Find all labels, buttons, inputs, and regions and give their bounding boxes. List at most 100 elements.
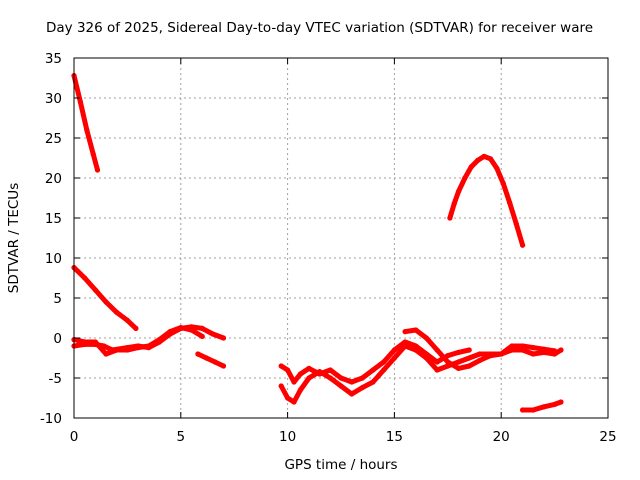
data-point	[413, 327, 419, 333]
data-point	[156, 337, 162, 343]
data-point	[558, 347, 564, 353]
data-point	[317, 369, 323, 375]
data-point	[92, 339, 98, 345]
data-point	[423, 355, 429, 361]
data-point	[507, 200, 513, 206]
data-point	[477, 351, 483, 357]
data-point	[509, 343, 515, 349]
data-point	[434, 347, 440, 353]
x-tick-label: 5	[177, 429, 186, 445]
data-point	[82, 275, 88, 281]
data-point	[220, 335, 227, 341]
data-point	[530, 351, 536, 357]
data-point	[77, 99, 83, 105]
data-point	[92, 287, 98, 293]
data-point	[402, 339, 408, 345]
y-tick-label: 0	[53, 331, 62, 347]
data-point	[423, 335, 429, 341]
data-point	[391, 347, 397, 353]
data-point	[146, 343, 152, 349]
data-point	[447, 215, 453, 221]
series-arc-7	[278, 343, 564, 405]
data-point	[82, 339, 88, 345]
data-point	[530, 407, 536, 413]
data-point	[445, 359, 451, 365]
data-point	[210, 331, 216, 337]
data-point	[103, 299, 109, 305]
data-point	[338, 375, 344, 381]
data-point	[297, 387, 303, 393]
data-point	[133, 325, 139, 331]
data-point	[558, 399, 564, 405]
data-point	[327, 367, 333, 373]
data-point	[114, 309, 120, 315]
data-point	[477, 357, 483, 363]
y-tick-label: -5	[49, 371, 62, 387]
data-point	[188, 327, 195, 333]
data-point	[199, 325, 205, 331]
data-point	[359, 375, 365, 381]
data-point	[552, 348, 558, 354]
data-point	[466, 355, 472, 361]
y-tick-label: 30	[45, 91, 62, 107]
y-tick-label: 5	[53, 291, 62, 307]
data-point	[391, 355, 397, 361]
axis-ticks	[73, 57, 609, 419]
data-point	[285, 395, 291, 401]
data-point	[402, 343, 408, 349]
y-tick-label: 20	[45, 171, 62, 187]
series-arc-9	[447, 153, 526, 248]
x-axis-label: GPS time / hours	[284, 457, 397, 473]
data-point	[203, 355, 209, 361]
data-point	[114, 347, 120, 353]
data-point	[370, 379, 376, 385]
data-point	[402, 329, 408, 335]
data-point	[468, 164, 474, 170]
data-point	[552, 401, 558, 407]
data-point	[291, 379, 297, 385]
data-point	[451, 201, 457, 207]
y-tick-label: -10	[40, 411, 62, 427]
data-point	[413, 347, 419, 353]
data-point	[306, 375, 312, 381]
data-point	[90, 151, 96, 157]
tick-labels: 0 5 10 15 20 25 -10 -5 0 5 10 15 20 25 30 35	[40, 51, 617, 445]
y-tick-label: 15	[45, 211, 62, 227]
data-point	[520, 407, 526, 413]
data-point	[541, 404, 547, 410]
data-point	[84, 127, 90, 133]
data-point	[124, 347, 130, 353]
x-tick-label: 10	[279, 429, 296, 445]
data-point	[481, 153, 487, 159]
data-point	[199, 333, 205, 339]
data-point	[500, 181, 506, 187]
data-point	[381, 367, 387, 373]
data-point	[220, 363, 227, 369]
data-point	[94, 167, 101, 173]
y-axis-label: SDTVAR / TECUs	[6, 183, 22, 293]
series-arc-5	[195, 351, 226, 369]
data-point	[359, 385, 365, 391]
data-point	[455, 365, 462, 371]
data-point	[434, 359, 440, 365]
data-point	[349, 379, 355, 385]
data-point	[178, 325, 184, 331]
data-point	[167, 329, 173, 335]
data-point	[434, 367, 440, 373]
data-series	[71, 73, 564, 413]
chart-title: Day 326 of 2025, Sidereal Day-to-day VTE…	[46, 20, 593, 36]
data-point	[103, 351, 109, 357]
data-point	[338, 383, 344, 389]
data-point	[475, 157, 481, 163]
data-point	[195, 351, 201, 357]
data-point	[541, 346, 547, 352]
data-point	[370, 367, 376, 373]
data-point	[494, 165, 500, 171]
data-point	[487, 156, 494, 162]
y-tick-label: 25	[45, 131, 62, 147]
data-point	[455, 359, 462, 365]
x-tick-label: 25	[599, 429, 616, 445]
data-point	[349, 391, 355, 397]
data-point	[124, 317, 130, 323]
